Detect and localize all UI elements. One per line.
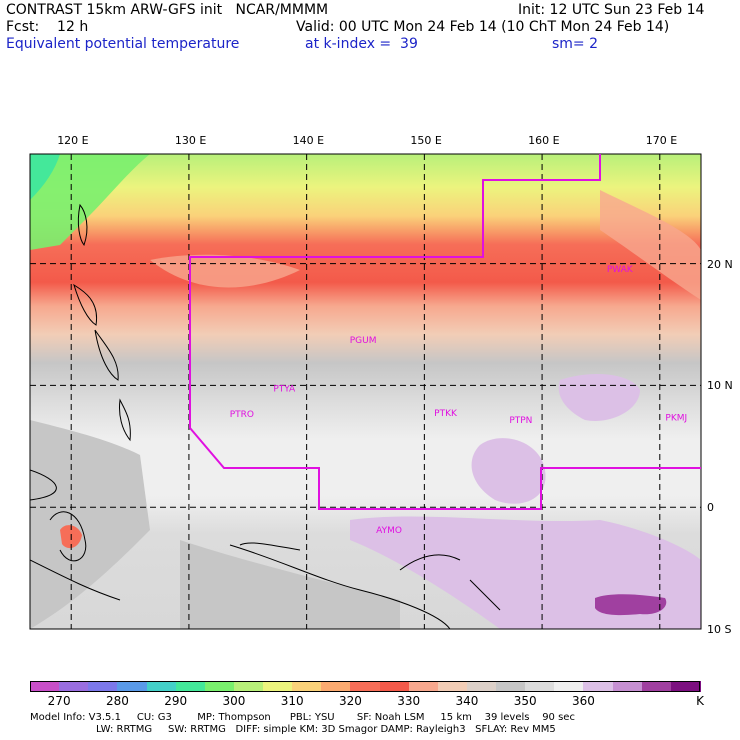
colorbar-swatch <box>408 681 439 692</box>
indonesia-coast <box>30 469 121 601</box>
lon-label: 120 E <box>57 134 89 147</box>
colorbar-tick-label: 330 <box>397 694 421 708</box>
moist-patch-east <box>558 374 640 421</box>
station-label: PTYA <box>273 385 296 395</box>
colorbar-tick-label: 300 <box>222 694 246 708</box>
level-info: at k-index = 39 <box>305 36 418 52</box>
colorbar-tick-label: 280 <box>105 694 129 708</box>
colorbar-swatch <box>554 681 585 692</box>
colorbar-swatch <box>175 681 206 692</box>
station-label: PKMJ <box>665 414 687 424</box>
dry-patch-west <box>30 420 150 629</box>
colorbar-swatch <box>496 681 527 692</box>
cold-airmass-nw <box>30 154 150 250</box>
lon-label: 160 E <box>528 134 560 147</box>
colorbar-swatch <box>525 681 556 692</box>
station-label: PWAK <box>607 265 634 275</box>
colorbar-swatch <box>88 681 119 692</box>
lon-label: 140 E <box>292 134 325 147</box>
colorbar-swatch <box>583 681 614 692</box>
colorbar-tick-label: 350 <box>513 694 537 708</box>
lat-label: 10 S <box>707 623 732 636</box>
region-boundary <box>189 154 701 510</box>
colorbar-swatch <box>30 681 60 692</box>
colorbar-frame <box>30 681 700 692</box>
station-label: PTKK <box>434 409 458 419</box>
colorbar-unit: K <box>696 694 704 708</box>
warm-band-patch <box>150 254 300 288</box>
colorbar-swatch <box>670 681 701 692</box>
model-title: CONTRAST 15km ARW-GFS init NCAR/MMMM <box>6 2 329 18</box>
map-field <box>30 154 701 629</box>
moist-max-south <box>595 594 667 616</box>
colorbar-swatch <box>350 681 381 692</box>
forecast-hour: Fcst: 12 h <box>6 19 89 35</box>
colorbar-tick-label: 340 <box>455 694 479 708</box>
smoothing-info: sm= 2 <box>552 36 599 52</box>
lon-label: 150 E <box>410 134 442 147</box>
field-name: Equivalent potential temperature <box>6 36 240 52</box>
colorbar-swatch <box>146 681 177 692</box>
lat-label: 10 N <box>707 379 733 393</box>
map-frame <box>29 153 702 630</box>
station-markers: PWAK PGUM PTYA PTRO PTKK PTPN PKMJ AYMO <box>230 265 687 536</box>
colorbar-swatch <box>204 681 235 692</box>
colorbar-swatch <box>379 681 410 692</box>
taiwan-coast <box>77 203 88 247</box>
colorbar-swatch <box>233 681 264 692</box>
init-time: Init: 12 UTC Sun 23 Feb 14 <box>518 2 705 18</box>
colorbar-swatch <box>612 681 643 692</box>
warm-patch-east <box>600 190 701 300</box>
new-guinea-coast <box>229 542 451 629</box>
moist-patch-central <box>471 438 546 504</box>
valid-time: Valid: 00 UTC Mon 24 Feb 14 (10 ChT Mon … <box>296 19 670 35</box>
colorbar-tick-label: 320 <box>338 694 362 708</box>
colorbar-swatch <box>466 681 497 692</box>
lat-label: 20 N <box>707 257 733 271</box>
colorbar-swatch <box>321 681 352 692</box>
philippines-coast <box>73 283 131 442</box>
colorbar-tick-label: 310 <box>280 694 304 708</box>
station-label: PTPN <box>509 416 532 426</box>
colorbar-swatch <box>641 681 672 692</box>
colorbar-tick-label: 270 <box>47 694 71 708</box>
colorbar-tick-label: 290 <box>164 694 188 708</box>
colorbar-swatch <box>263 681 294 692</box>
station-label: PTRO <box>230 410 254 420</box>
lon-label: 130 E <box>174 134 207 147</box>
lat-label: 0 <box>707 501 714 515</box>
station-label: AYMO <box>376 526 402 536</box>
colorbar-swatch <box>59 681 90 692</box>
colorbar-tick-label: 360 <box>572 694 595 708</box>
station-label: PGUM <box>350 336 377 346</box>
model-info-line1: Model Info: V3.5.1 CU: G3 MP: Thompson P… <box>30 712 575 723</box>
cold-airmass-core <box>30 154 60 200</box>
lon-label: 170 E <box>645 134 678 147</box>
graticule <box>30 154 701 629</box>
model-info-line2: LW: RRTMG SW: RRTMG DIFF: simple KM: 3D … <box>96 724 556 735</box>
dry-patch-png <box>180 540 400 629</box>
colorbar-swatch <box>292 681 323 692</box>
new-britain-coast <box>399 554 501 611</box>
colorbar-swatch <box>117 681 148 692</box>
coastlines <box>30 203 501 629</box>
colorbar-swatch <box>437 681 468 692</box>
